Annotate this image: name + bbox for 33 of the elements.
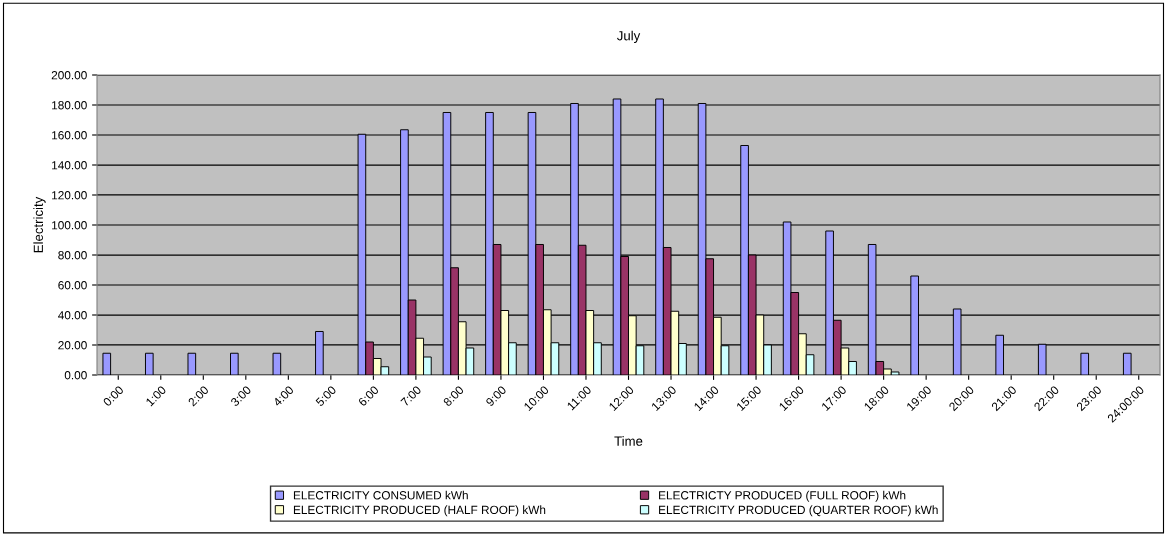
x-tick-label: 6:00 xyxy=(357,385,380,407)
y-tick-label: 200.00 xyxy=(51,71,87,80)
y-axis-title: Electricity xyxy=(33,196,46,253)
y-tick-label: 100.00 xyxy=(52,221,87,230)
x-axis-title: Time xyxy=(614,436,643,446)
x-tick-label: 0:00 xyxy=(102,385,125,407)
y-tick-label: 60.00 xyxy=(58,281,87,290)
legend-label: ELECTRICTY PRODUCED (FULL ROOF) kWh xyxy=(659,490,906,502)
legend-label: ELECTRICITY PRODUCED (QUARTER ROOF) kWh xyxy=(659,505,938,517)
y-tick-label: 180.00 xyxy=(52,101,87,110)
x-tick-label: 7:00 xyxy=(400,385,422,407)
x-tick-label: 5:00 xyxy=(315,385,337,407)
chart-title: July xyxy=(616,30,641,44)
x-tick-label: 3:00 xyxy=(230,385,252,407)
x-tick-label: 8:00 xyxy=(442,385,465,407)
y-tick-label: 0.00 xyxy=(64,371,87,380)
bar xyxy=(272,352,282,375)
y-tick-label: 140.00 xyxy=(52,161,87,170)
legend-label: ELECTRICITY PRODUCED (HALF ROOF) kWh xyxy=(293,505,546,517)
bar xyxy=(187,352,197,375)
bar xyxy=(1122,352,1132,375)
y-tick-label: 160.00 xyxy=(52,131,87,140)
bar xyxy=(102,352,112,375)
y-tick-label: 80.00 xyxy=(58,251,87,260)
y-tick-label: 40.00 xyxy=(58,311,87,320)
x-tick-label: 4:00 xyxy=(272,385,295,407)
bar xyxy=(230,352,239,375)
y-tick-label: 120.00 xyxy=(52,191,87,200)
bar xyxy=(144,352,154,375)
x-tick-label: 9:00 xyxy=(485,385,507,407)
bar xyxy=(1080,352,1090,375)
y-tick-label: 20.00 xyxy=(58,341,87,350)
legend-label: ELECTRICITY CONSUMED kWh xyxy=(293,490,468,500)
